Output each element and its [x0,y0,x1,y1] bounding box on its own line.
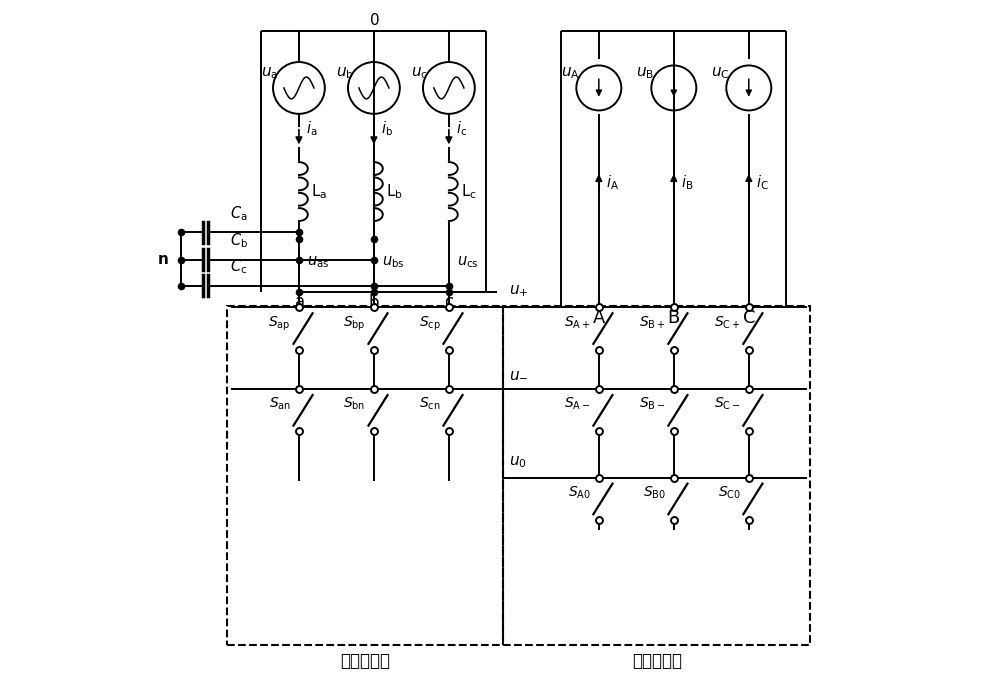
Text: 虚拟逆变级: 虚拟逆变级 [632,654,682,670]
Text: $\mathrm{B}$: $\mathrm{B}$ [667,309,680,326]
Text: $C_{\mathrm{c}}$: $C_{\mathrm{c}}$ [230,257,247,276]
Text: $u_{+}$: $u_{+}$ [509,283,528,299]
Text: $S_{\mathrm{B-}}$: $S_{\mathrm{B-}}$ [639,396,666,413]
Text: $\mathrm{c}$: $\mathrm{c}$ [444,294,454,311]
Text: $u_{\mathrm{as}}$: $u_{\mathrm{as}}$ [307,254,330,270]
Text: $S_{\mathrm{cp}}$: $S_{\mathrm{cp}}$ [419,314,441,333]
Text: $i_{\mathrm{B}}$: $i_{\mathrm{B}}$ [681,173,693,192]
Text: $S_{\mathrm{cn}}$: $S_{\mathrm{cn}}$ [419,396,441,413]
Text: $i_{\mathrm{C}}$: $i_{\mathrm{C}}$ [756,173,768,192]
Text: $u_{-}$: $u_{-}$ [509,367,528,381]
Text: $S_{\mathrm{bp}}$: $S_{\mathrm{bp}}$ [343,314,366,333]
Text: $S_{\mathrm{A-}}$: $S_{\mathrm{A-}}$ [564,396,591,413]
Text: $S_{\mathrm{C0}}$: $S_{\mathrm{C0}}$ [718,485,741,501]
Text: $S_{\mathrm{C-}}$: $S_{\mathrm{C-}}$ [714,396,741,413]
Text: $i_{\mathrm{c}}$: $i_{\mathrm{c}}$ [456,119,467,137]
Text: $\mathrm{A}$: $\mathrm{A}$ [592,309,606,326]
Text: $S_{\mathrm{A0}}$: $S_{\mathrm{A0}}$ [568,485,591,501]
Text: $u_{\mathrm{C}}$: $u_{\mathrm{C}}$ [711,65,730,81]
Text: $\mathrm{L_b}$: $\mathrm{L_b}$ [386,182,403,201]
Text: $u_{0}$: $u_{0}$ [509,454,527,470]
Text: $u_{\mathrm{cs}}$: $u_{\mathrm{cs}}$ [457,254,479,270]
Text: $u_{\mathrm{c}}$: $u_{\mathrm{c}}$ [411,65,428,81]
Text: $\mathbf{n}$: $\mathbf{n}$ [157,253,169,266]
Text: $\mathrm{b}$: $\mathrm{b}$ [368,294,380,311]
Text: $S_{\mathrm{an}}$: $S_{\mathrm{an}}$ [269,396,291,413]
Text: $\mathrm{L_c}$: $\mathrm{L_c}$ [461,182,477,201]
Text: $S_{\mathrm{C+}}$: $S_{\mathrm{C+}}$ [714,314,741,331]
Text: $u_{\mathrm{bs}}$: $u_{\mathrm{bs}}$ [382,254,405,270]
Text: $S_{\mathrm{B+}}$: $S_{\mathrm{B+}}$ [639,314,666,331]
Text: $S_{\mathrm{A+}}$: $S_{\mathrm{A+}}$ [564,314,591,331]
Text: $\mathrm{a}$: $\mathrm{a}$ [294,294,304,311]
Text: $u_{\mathrm{B}}$: $u_{\mathrm{B}}$ [636,65,654,81]
Text: $S_{\mathrm{bn}}$: $S_{\mathrm{bn}}$ [343,396,366,413]
Bar [227,306,503,645]
Text: $0$: $0$ [369,12,379,28]
Text: $i_{\mathrm{A}}$: $i_{\mathrm{A}}$ [606,173,619,192]
Bar [503,306,810,645]
Text: $S_{\mathrm{ap}}$: $S_{\mathrm{ap}}$ [268,314,291,333]
Text: $u_{\mathrm{a}}$: $u_{\mathrm{a}}$ [261,65,279,81]
Text: $\mathrm{L_a}$: $\mathrm{L_a}$ [311,182,327,201]
Text: $C_{\mathrm{b}}$: $C_{\mathrm{b}}$ [230,232,248,250]
Text: $u_{\mathrm{b}}$: $u_{\mathrm{b}}$ [336,65,354,81]
Text: $i_{\mathrm{a}}$: $i_{\mathrm{a}}$ [306,119,317,137]
Text: 虚拟整流级: 虚拟整流级 [340,654,390,670]
Text: $S_{\mathrm{B0}}$: $S_{\mathrm{B0}}$ [643,485,666,501]
Text: $\mathrm{C}$: $\mathrm{C}$ [742,309,756,326]
Text: $C_{\mathrm{a}}$: $C_{\mathrm{a}}$ [230,204,248,223]
Text: $i_{\mathrm{b}}$: $i_{\mathrm{b}}$ [381,119,393,137]
Text: $u_{\mathrm{A}}$: $u_{\mathrm{A}}$ [561,65,580,81]
